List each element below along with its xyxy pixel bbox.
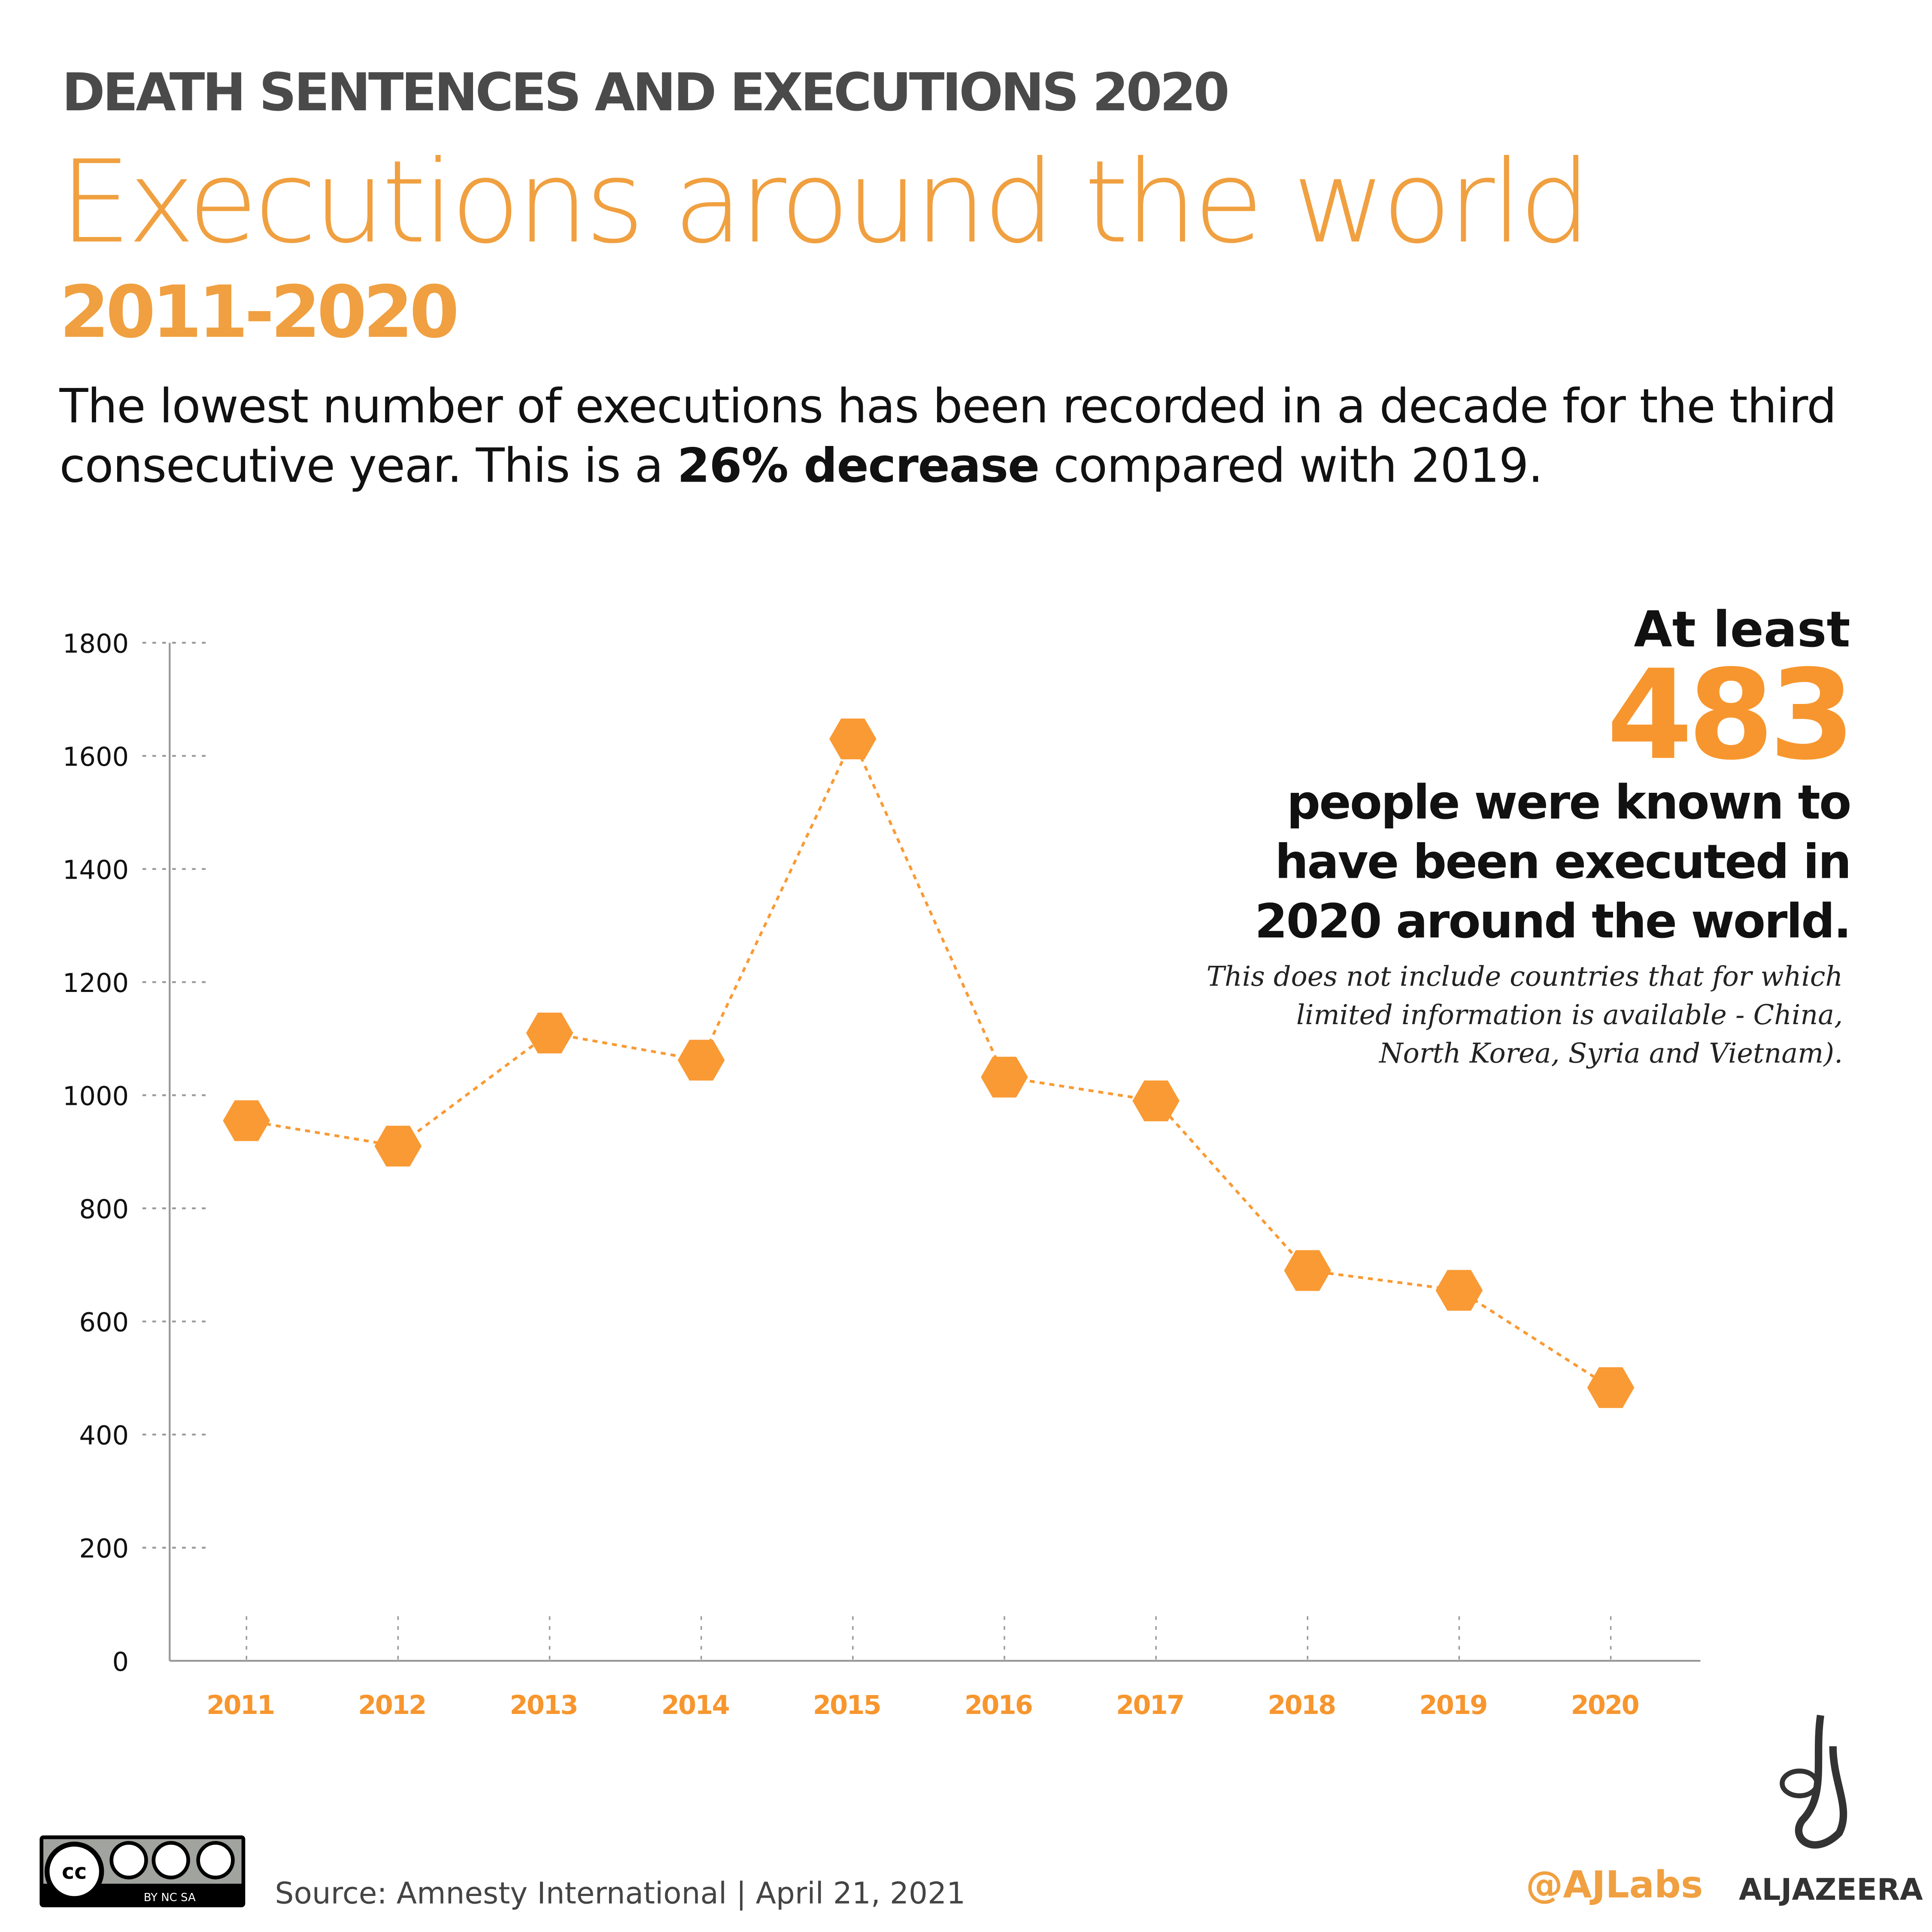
y-tick-label: 400: [79, 1421, 129, 1451]
y-tick-label: 600: [79, 1308, 129, 1338]
y-tick-label: 800: [79, 1195, 129, 1225]
y-tick-label: 1800: [63, 629, 129, 659]
desc-text: The lowest number of executions has been…: [59, 379, 1836, 493]
brand-logo: ALJAZEERA: [1738, 1872, 1923, 1908]
data-point-2011: [223, 1100, 270, 1141]
x-tick-label: 2016: [964, 1690, 1032, 1720]
x-tick-label: 2019: [1419, 1690, 1487, 1720]
y-tick-label: 1200: [63, 968, 129, 998]
callout: At least 483 people were known to have b…: [1206, 602, 1855, 1074]
handle[interactable]: @AJLabs: [1526, 1864, 1703, 1908]
data-point-2013: [526, 1013, 573, 1054]
data-point-2017: [1132, 1080, 1180, 1122]
data-point-2014: [677, 1040, 725, 1081]
x-tick-label: 2020: [1571, 1690, 1639, 1720]
callout-note: This does not include countries that for…: [1206, 962, 1843, 1070]
callout-number: 483: [1606, 643, 1855, 788]
data-point-2012: [374, 1125, 422, 1167]
data-point-2018: [1284, 1250, 1331, 1291]
desc-text-end: compared with 2019.: [1039, 438, 1543, 493]
callout-text: people were known to have been executed …: [1255, 775, 1851, 949]
license-label: BY NC SA: [144, 1891, 196, 1904]
x-tick-label: 2011: [206, 1690, 274, 1720]
data-point-2020: [1587, 1367, 1635, 1408]
aljazeera-calligraphy-logo: [1780, 1714, 1847, 1849]
x-tick-label: 2013: [510, 1690, 577, 1720]
desc-highlight: 26% decrease: [677, 438, 1040, 493]
data-point-2015: [829, 718, 877, 759]
line-chart: 0 200 400 600 800 1000 1200 1400 1600 1800 2011 201…: [63, 629, 1701, 1720]
cc-icons: cc BY NC SA: [43, 1839, 242, 1904]
x-tick-label: 2017: [1116, 1690, 1183, 1720]
by-icon: [109, 1841, 148, 1880]
data-point-2019: [1435, 1270, 1483, 1311]
sa-icon: [196, 1841, 235, 1880]
source: Source: Amnesty International | April 21…: [275, 1876, 966, 1911]
nc-icon: [152, 1841, 190, 1880]
description: The lowest number of executions has been…: [59, 376, 1868, 495]
x-tick-label: 2012: [358, 1690, 425, 1720]
callout-lead: At least: [1634, 602, 1850, 659]
y-tick-label: 1000: [63, 1082, 129, 1112]
x-tick-label: 2014: [661, 1690, 729, 1720]
y-tick-label: 200: [79, 1534, 129, 1564]
x-tick-label: 2015: [813, 1690, 880, 1720]
y-tick-label: 1600: [63, 742, 129, 772]
data-point-2016: [981, 1056, 1028, 1098]
cc-icon: [44, 1841, 104, 1901]
y-tick-label: 0: [112, 1647, 129, 1677]
x-tick-label: 2018: [1268, 1690, 1335, 1720]
date-range: 2011-2020: [59, 270, 459, 355]
series-line: [246, 735, 1612, 1389]
svg-text:cc: cc: [62, 1859, 87, 1884]
cc-license-badge: cc BY NC SA: [39, 1835, 246, 1908]
kicker: DEATH SENTENCES AND EXECUTIONS 2020: [62, 62, 1230, 123]
page-title: Executions around the world: [59, 136, 1591, 269]
y-tick-label: 1400: [63, 855, 129, 886]
